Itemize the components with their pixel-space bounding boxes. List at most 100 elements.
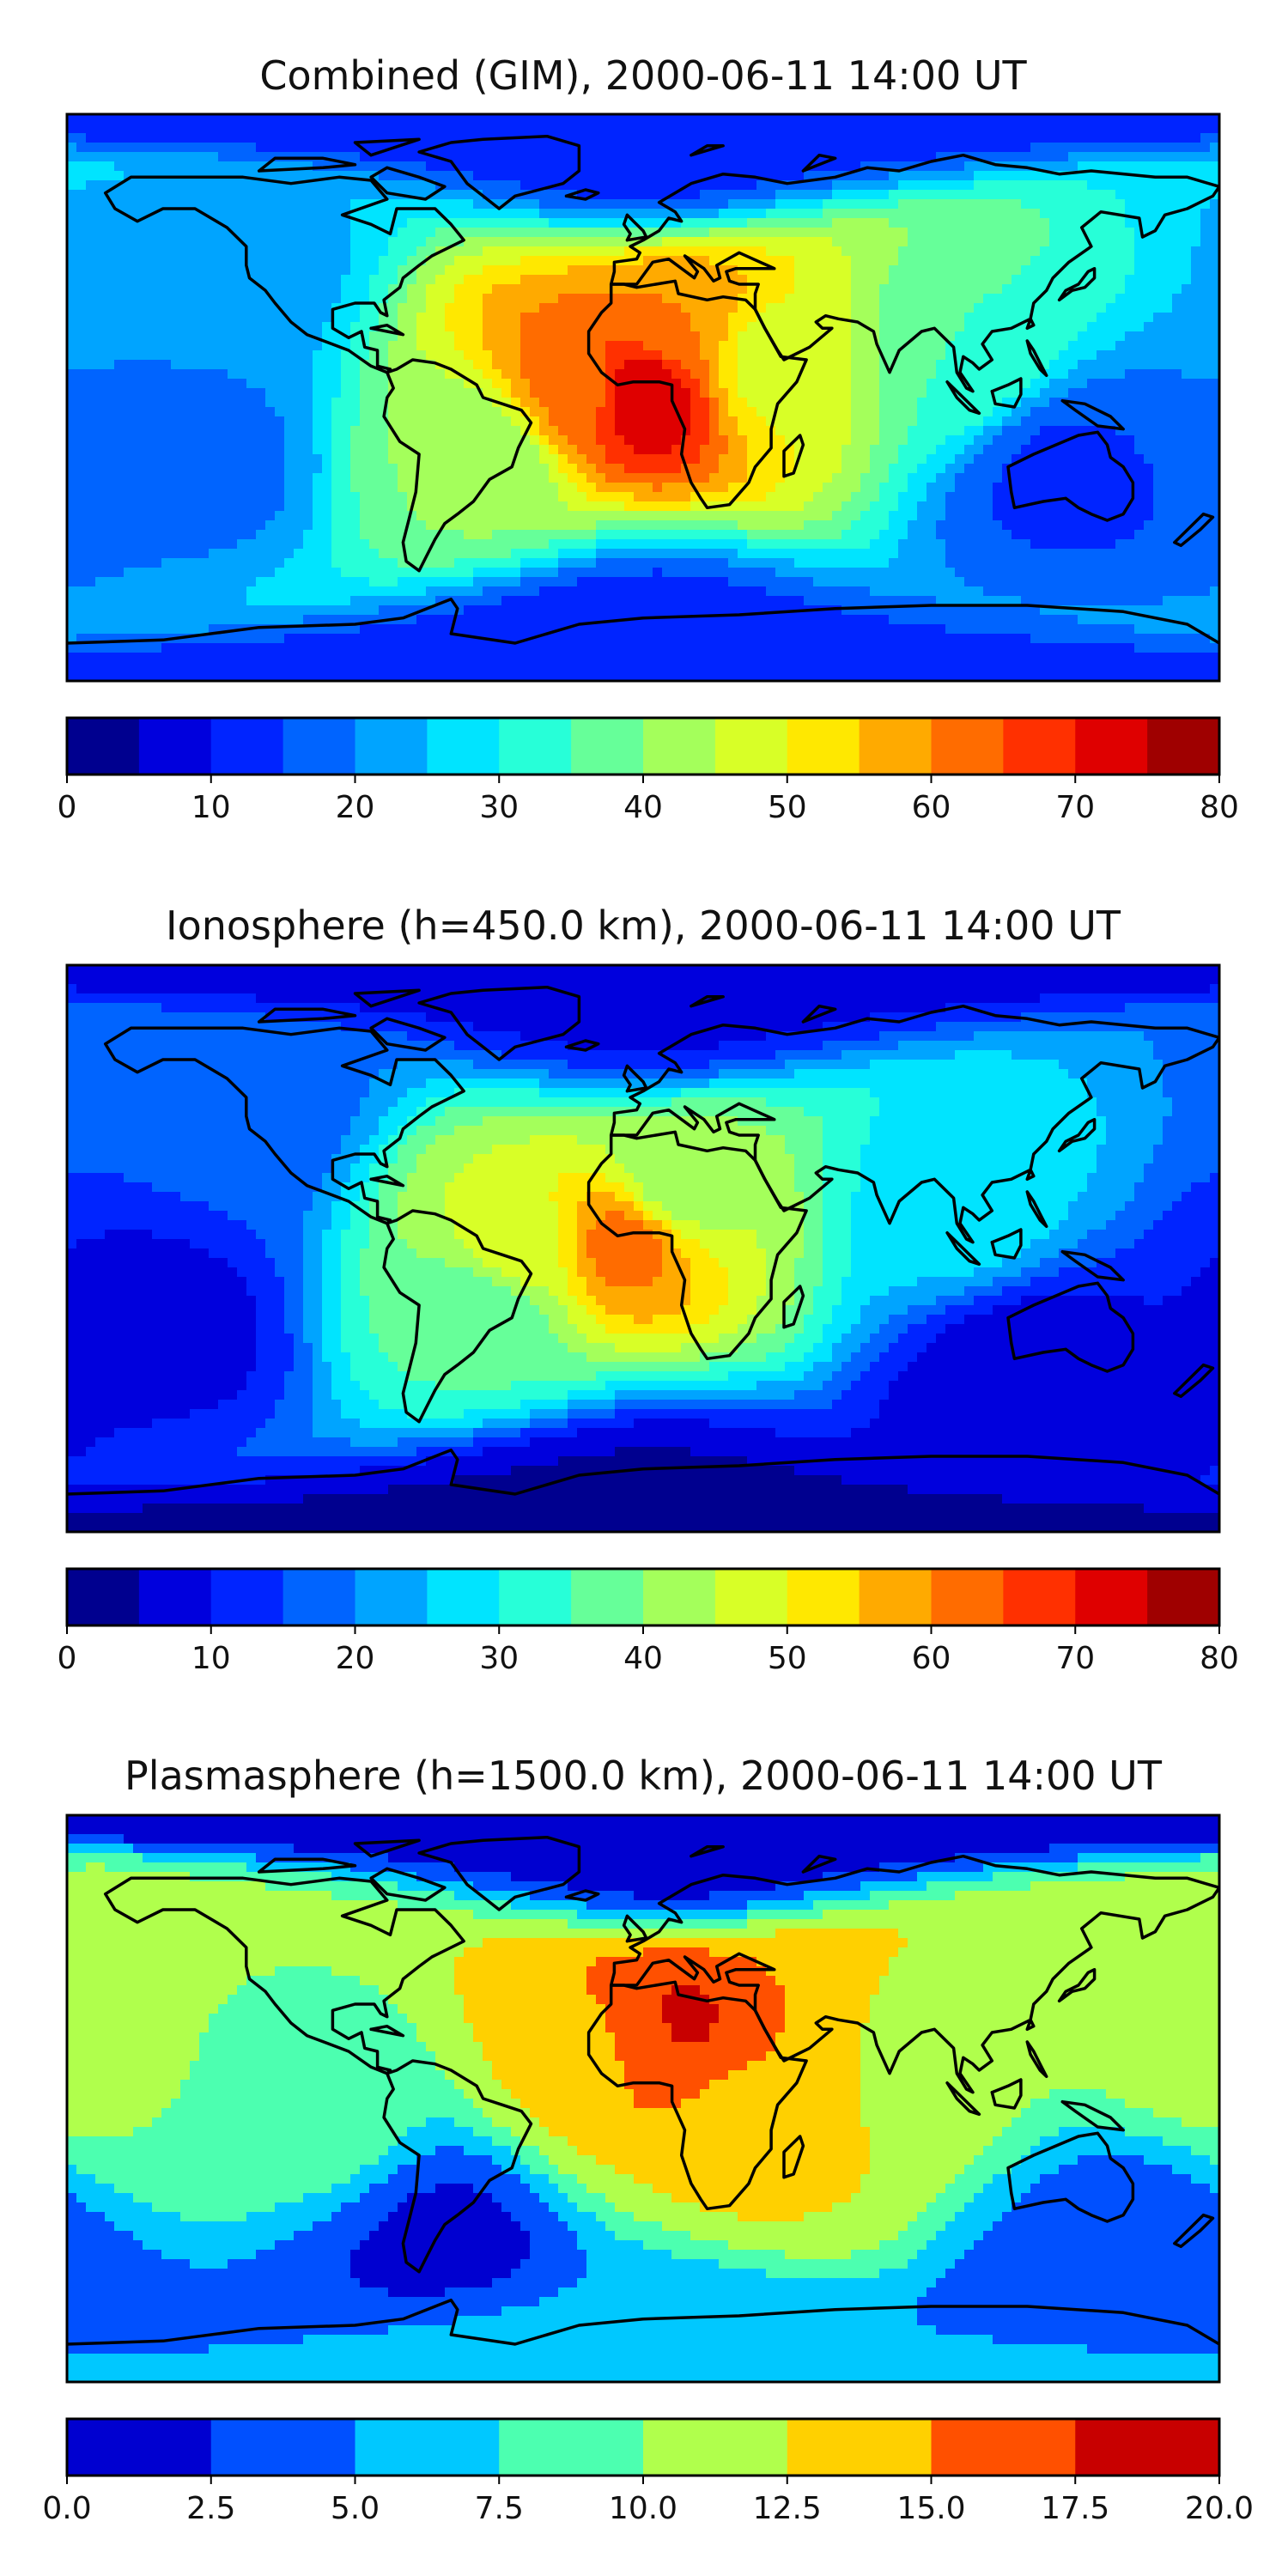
heat-cell: [624, 265, 635, 276]
heat-cell: [322, 331, 332, 342]
heat-cell: [303, 379, 313, 389]
heat-cell: [549, 303, 559, 313]
heat-cell: [851, 133, 861, 143]
heat-cell: [511, 143, 521, 153]
heat-cell: [983, 114, 993, 125]
heat-cell: [671, 445, 682, 455]
heat-cell: [76, 426, 87, 436]
heat-cell: [180, 388, 191, 398]
heat-cell: [76, 228, 87, 238]
heat-cell: [983, 454, 993, 465]
heat-cell: [851, 199, 861, 210]
heat-cell: [143, 483, 153, 493]
heat-cell: [95, 341, 106, 351]
heat-cell: [775, 218, 786, 228]
heat-cell: [747, 426, 757, 436]
heat-cell: [265, 454, 276, 465]
heat-cell: [983, 379, 993, 389]
heat-cell: [586, 161, 597, 172]
heat-cell: [246, 445, 257, 455]
heat-cell: [927, 313, 937, 323]
heat-cell: [596, 331, 606, 342]
heat-cell: [341, 275, 351, 285]
heat-cell: [1040, 350, 1050, 361]
heat-cell: [700, 199, 710, 210]
heat-cell: [709, 350, 720, 361]
heat-cell: [209, 398, 219, 408]
heat-cell: [246, 435, 257, 446]
heat-cell: [813, 426, 823, 436]
heat-cell: [1030, 265, 1041, 276]
heat-cell: [133, 388, 143, 398]
heat-cell: [719, 398, 729, 408]
heat-cell: [983, 445, 993, 455]
heat-cell: [511, 294, 521, 304]
heat-cell: [785, 445, 795, 455]
heat-cell: [1115, 341, 1126, 351]
heat-cell: [511, 275, 521, 285]
heat-cell: [936, 143, 946, 153]
heat-cell: [133, 473, 143, 483]
heat-cell: [898, 407, 908, 417]
heat-cell: [662, 473, 672, 483]
heat-cell: [95, 492, 106, 502]
heat-cell: [719, 275, 729, 285]
heat-cell: [445, 199, 455, 210]
heat-cell: [1200, 209, 1211, 219]
heat-cell: [152, 124, 162, 134]
heat-cell: [388, 180, 398, 191]
heat-cell: [1182, 256, 1192, 266]
heat-cell: [341, 143, 351, 153]
heat-cell: [454, 152, 465, 162]
heat-cell: [1030, 322, 1041, 332]
heat-cell: [1191, 435, 1201, 446]
heat-cell: [936, 190, 946, 200]
heat-cell: [218, 350, 228, 361]
heat-cell: [615, 388, 625, 398]
heat-cell: [435, 483, 446, 493]
heat-cell: [350, 483, 361, 493]
heat-cell: [454, 114, 465, 125]
heat-cell: [917, 473, 927, 483]
heat-cell: [161, 294, 172, 304]
heat-cell: [549, 426, 559, 436]
heat-cell: [643, 322, 653, 332]
heat-cell: [964, 313, 975, 323]
heat-cell: [218, 388, 228, 398]
heat-cell: [1182, 331, 1192, 342]
heat-cell: [492, 228, 502, 238]
heat-cell: [483, 341, 493, 351]
heat-cell: [520, 180, 531, 191]
heat-cell: [237, 143, 247, 153]
heat-cell: [653, 161, 663, 172]
heat-cell: [936, 246, 946, 257]
heat-cell: [530, 303, 540, 313]
heat-cell: [851, 114, 861, 125]
heat-cell: [605, 256, 616, 266]
heat-cell: [303, 369, 313, 380]
heat-cell: [322, 350, 332, 361]
heat-cell: [596, 228, 606, 238]
heat-cell: [813, 180, 823, 191]
heat-cell: [1012, 473, 1022, 483]
heat-cell: [313, 190, 323, 200]
heat-cell: [690, 275, 701, 285]
heat-cell: [143, 143, 153, 153]
heat-cell: [889, 483, 899, 493]
heat-cell: [558, 228, 568, 238]
heat-cell: [275, 398, 285, 408]
heat-cell: [596, 483, 606, 493]
heat-cell: [813, 398, 823, 408]
heat-cell: [634, 218, 644, 228]
heat-cell: [738, 369, 748, 380]
heat-cell: [454, 416, 465, 427]
heat-cell: [719, 473, 729, 483]
heat-cell: [171, 426, 181, 436]
heat-cell: [284, 341, 295, 351]
heat-cell: [1163, 464, 1173, 474]
heat-cell: [1153, 313, 1163, 323]
heat-cell: [398, 171, 408, 181]
heat-cell: [180, 379, 191, 389]
heat-cell: [1144, 180, 1154, 191]
heat-cell: [889, 114, 899, 125]
